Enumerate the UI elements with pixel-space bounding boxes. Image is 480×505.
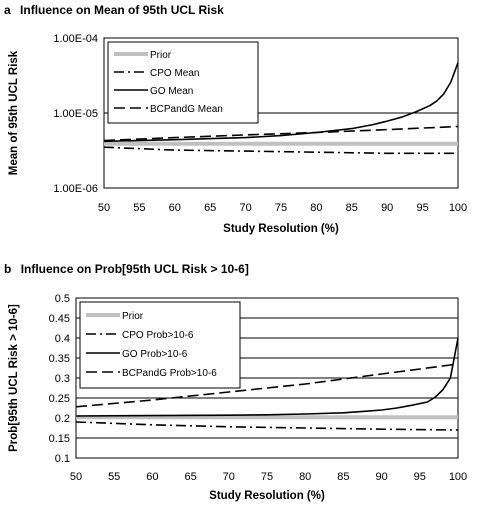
panel-a-y-tick-label: 1.00E-05 (53, 108, 98, 120)
panel-a-series-go-mean (103, 62, 459, 143)
chart-a: a Influence on Mean of 95th UCL Risk 50 5… (4, 3, 467, 235)
panel-b-title-text: Influence on Prob[95th UCL Risk > 10-6] (21, 262, 249, 276)
panel-a-x-tick-label: 65 (204, 202, 216, 214)
panel-a-title: a Influence on Mean of 95th UCL Risk (4, 3, 224, 17)
panel-b-y-tick-label: 0.1 (55, 453, 70, 465)
panel-b-y-tick-label: 0.2 (55, 413, 70, 425)
panel-a-x-tick-label: 50 (98, 202, 110, 214)
panel-a-x-tick-label: 85 (346, 202, 358, 214)
panel-a-legend-label: GO Mean (150, 86, 193, 97)
panel-a-letter: a (4, 3, 11, 17)
panel-b-x-tick-label: 95 (414, 471, 426, 483)
panel-b-y-tick-label: 0.25 (49, 393, 70, 405)
panel-a-x-ticks: 50 55 60 65 70 75 80 85 90 95 100 (98, 202, 467, 214)
panel-a-y-axis-label: Mean of 95th UCL Risk (8, 50, 20, 175)
panel-b-y-tick-label: 0.5 (55, 293, 70, 305)
panel-b-series-bcpandg-prob-10-6 (75, 363, 459, 408)
panel-a-y-tick-label: 1.00E-06 (53, 183, 98, 195)
panel-b-series-go-prob-10-6 (75, 337, 459, 417)
panel-b-series-cpo-prob-10-6 (75, 421, 459, 431)
panel-a-x-tick-label: 90 (381, 202, 393, 214)
panel-b-y-tick-label: 0.45 (49, 313, 70, 325)
panel-b-y-tick-label: 0.15 (49, 433, 70, 445)
panel-a-y-tick-label: 1.00E-04 (53, 33, 98, 45)
panel-b-x-tick-label: 65 (184, 471, 196, 483)
panel-b-x-tick-label: 50 (70, 471, 82, 483)
panel-b-plot-frame (75, 297, 459, 459)
panel-a-legend-box (107, 41, 259, 124)
panel-a-y-ticks: 1.00E-04 1.00E-05 1.00E-06 (53, 33, 98, 195)
panel-a-x-tick-label: 80 (310, 202, 322, 214)
panel-b-x-tick-label: 60 (146, 471, 158, 483)
panel-b-x-tick-label: 100 (449, 471, 467, 483)
panel-b-legend-label: CPO Prob>10-6 (122, 330, 194, 341)
panel-a-series-bcpandg-mean (103, 125, 459, 142)
panel-a-title-text: Influence on Mean of 95th UCL Risk (20, 3, 224, 17)
panel-b-letter: b (4, 262, 11, 276)
panel-b-series-lines (75, 337, 459, 431)
panel-a-series-lines (103, 62, 459, 155)
panel-a-series-cpo-mean (103, 146, 458, 155)
panel-a-x-tick-label: 55 (133, 202, 145, 214)
panel-b-x-tick-label: 85 (337, 471, 349, 483)
panel-a-legend-label: Prior (150, 50, 172, 61)
panel-a-x-tick-label: 100 (449, 202, 467, 214)
panel-a-plot-frame (103, 37, 459, 189)
panel-a-x-tick-label: 75 (275, 202, 287, 214)
panel-b-legend-label: GO Prob>10-6 (122, 349, 188, 360)
panel-b-x-tick-label: 70 (223, 471, 235, 483)
panel-b-x-ticks: 50 55 60 65 70 75 80 85 90 95 100 (70, 471, 467, 483)
panel-b-y-axis-label: Prob[95th UCL Risk > 10-6] (8, 304, 20, 452)
panel-b-y-ticks: 0.5 0.45 0.4 0.35 0.3 0.25 0.2 0.15 0.1 (49, 293, 70, 465)
panel-a-legend: Prior CPO Mean GO Mean BCPandG Mean (107, 41, 259, 124)
panel-a-legend-label: CPO Mean (150, 68, 199, 79)
panel-b-y-tick-label: 0.3 (55, 373, 70, 385)
panel-a-legend-label: BCPandG Mean (150, 104, 223, 115)
panel-a-x-tick-label: 60 (169, 202, 181, 214)
panel-b-y-tick-label: 0.35 (49, 353, 70, 365)
panel-a-x-tick-label: 95 (416, 202, 428, 214)
panel-b-legend: Prior CPO Prob>10-6 GO Prob>10-6 BCPandG Pr… (79, 301, 241, 389)
panel-a-x-tick-label: 70 (239, 202, 251, 214)
panel-b-x-tick-label: 75 (261, 471, 273, 483)
panel-b-x-tick-label: 90 (375, 471, 387, 483)
panel-b-y-tick-label: 0.4 (55, 333, 70, 345)
panel-b-x-axis-label: Study Resolution (%) (209, 490, 325, 502)
chart-b: b Influence on Prob[95th UCL Risk > 10-6… (4, 262, 467, 502)
panel-b-title: b Influence on Prob[95th UCL Risk > 10-6… (4, 262, 249, 276)
panel-b-x-tick-label: 80 (299, 471, 311, 483)
panel-b-x-tick-label: 55 (108, 471, 120, 483)
panel-b-legend-label: Prior (122, 311, 144, 322)
panel-b-legend-label: BCPandG Prob>10-6 (122, 368, 217, 379)
panel-a-x-axis-label: Study Resolution (%) (223, 223, 339, 235)
